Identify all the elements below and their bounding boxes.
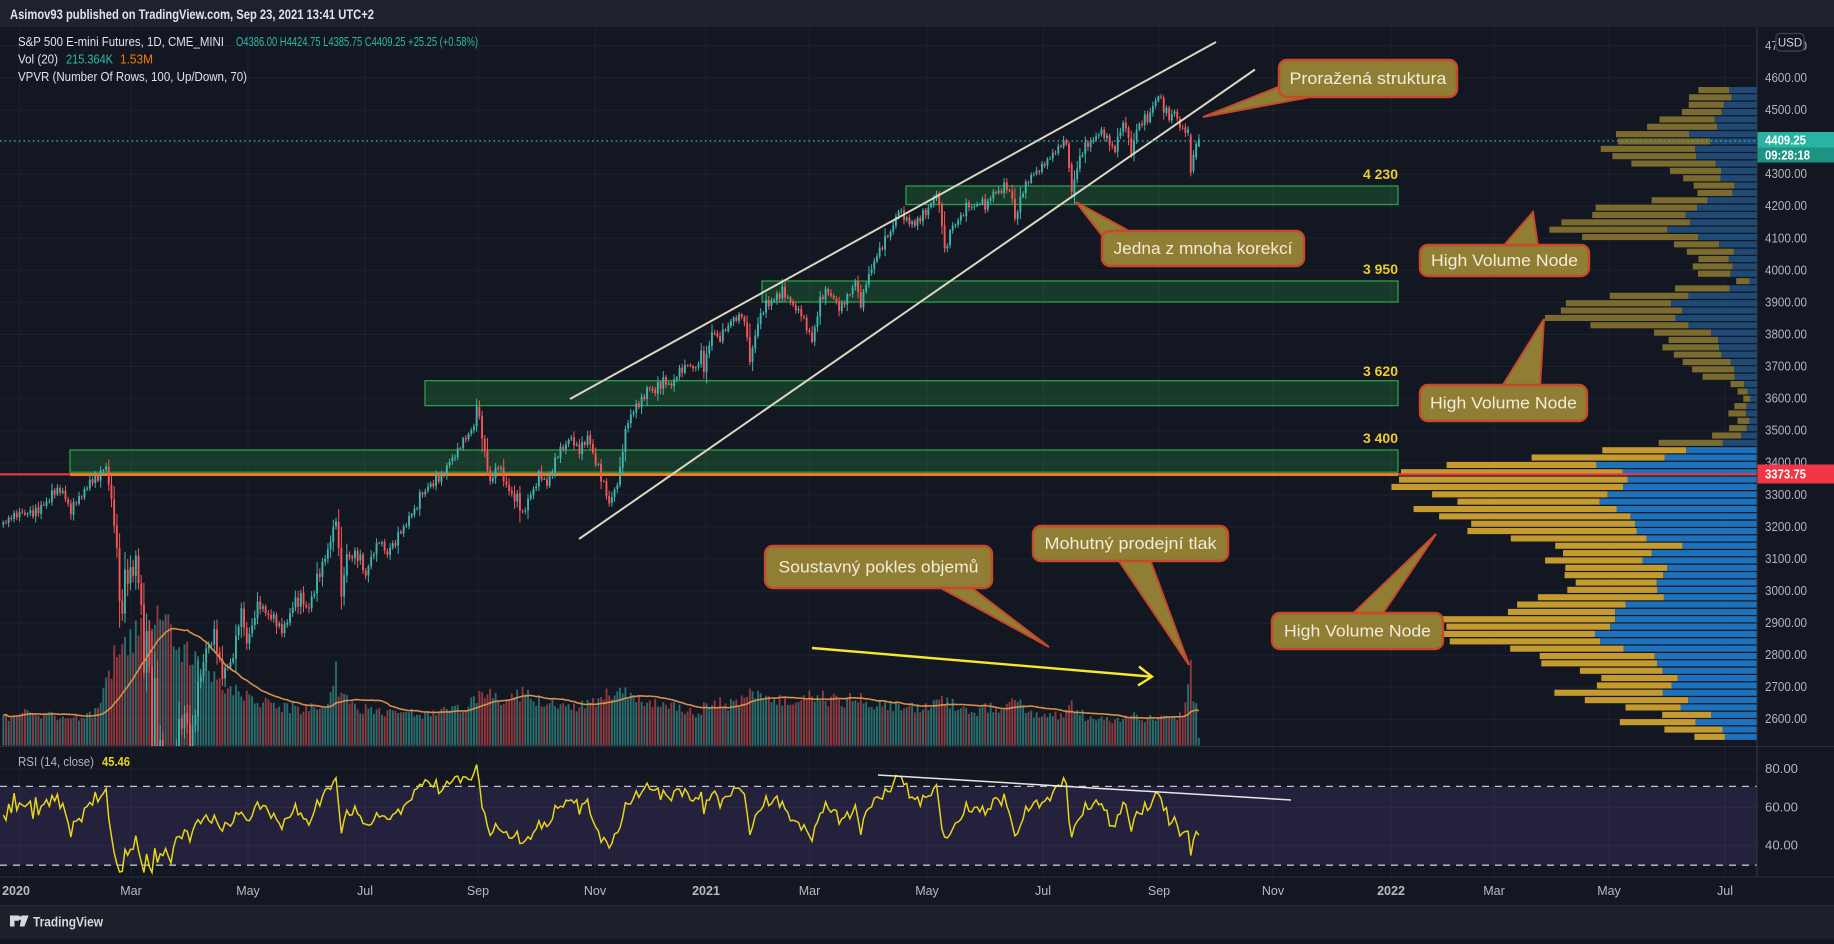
svg-text:VPVR (Number Of Rows, 100, Up/: VPVR (Number Of Rows, 100, Up/Down, 70) xyxy=(18,69,247,84)
svg-text:High Volume Node: High Volume Node xyxy=(1431,252,1578,270)
svg-text:Mar: Mar xyxy=(1483,884,1505,898)
svg-text:3500.00: 3500.00 xyxy=(1765,424,1807,438)
svg-text:Soustavný pokles objemů: Soustavný pokles objemů xyxy=(779,559,979,577)
svg-text:45.46: 45.46 xyxy=(102,754,130,769)
svg-text:Mar: Mar xyxy=(799,884,821,898)
svg-text:3 620: 3 620 xyxy=(1363,363,1398,379)
svg-text:3200.00: 3200.00 xyxy=(1765,520,1807,534)
svg-text:4500.00: 4500.00 xyxy=(1765,103,1807,117)
svg-text:3000.00: 3000.00 xyxy=(1765,584,1807,598)
svg-text:3 950: 3 950 xyxy=(1363,261,1398,277)
svg-text:4100.00: 4100.00 xyxy=(1765,231,1807,245)
svg-text:USD: USD xyxy=(1778,38,1802,50)
svg-text:2022: 2022 xyxy=(1377,884,1405,898)
svg-text:3 400: 3 400 xyxy=(1363,430,1398,446)
svg-text:3100.00: 3100.00 xyxy=(1765,552,1807,566)
svg-text:80.00: 80.00 xyxy=(1765,762,1798,776)
svg-text:3373.75: 3373.75 xyxy=(1765,467,1806,482)
svg-text:Vol (20): Vol (20) xyxy=(18,52,58,67)
svg-text:Jul: Jul xyxy=(1035,884,1051,898)
svg-text:May: May xyxy=(236,884,260,898)
svg-text:Sep: Sep xyxy=(467,884,489,898)
svg-text:2700.00: 2700.00 xyxy=(1765,680,1807,694)
svg-text:2800.00: 2800.00 xyxy=(1765,648,1807,662)
svg-text:2020: 2020 xyxy=(2,884,30,898)
svg-text:4409.25: 4409.25 xyxy=(1765,133,1806,148)
svg-text:Nov: Nov xyxy=(584,884,607,898)
svg-text:1.53M: 1.53M xyxy=(120,52,153,67)
svg-text:09:28:18: 09:28:18 xyxy=(1765,149,1810,163)
svg-text:2600.00: 2600.00 xyxy=(1765,712,1807,726)
svg-text:Jedna z mnoha korekcí: Jedna z mnoha korekcí xyxy=(1114,240,1293,258)
svg-text:May: May xyxy=(1597,884,1621,898)
svg-text:4300.00: 4300.00 xyxy=(1765,167,1807,181)
svg-text:Sep: Sep xyxy=(1148,884,1170,898)
svg-text:3900.00: 3900.00 xyxy=(1765,295,1807,309)
svg-text:4600.00: 4600.00 xyxy=(1765,71,1807,85)
svg-text:TradingView: TradingView xyxy=(33,914,103,930)
svg-text:4 230: 4 230 xyxy=(1363,166,1398,182)
svg-text:High Volume Node: High Volume Node xyxy=(1430,395,1577,413)
svg-text:3600.00: 3600.00 xyxy=(1765,392,1807,406)
svg-text:2021: 2021 xyxy=(692,884,720,898)
svg-text:4000.00: 4000.00 xyxy=(1765,263,1807,277)
svg-text:Mohutný prodejní tlak: Mohutný prodejní tlak xyxy=(1045,535,1218,553)
svg-text:4200.00: 4200.00 xyxy=(1765,199,1807,213)
svg-text:Mar: Mar xyxy=(120,884,142,898)
svg-text:RSI (14, close): RSI (14, close) xyxy=(18,754,94,769)
svg-text:High Volume Node: High Volume Node xyxy=(1284,623,1431,641)
svg-text:40.00: 40.00 xyxy=(1765,839,1798,853)
svg-text:O4386.00 H4424.75 L4385.75: O4386.00 H4424.75 L4385.75 C4409.25 +25.… xyxy=(236,34,478,49)
svg-text:215.364K: 215.364K xyxy=(66,52,113,67)
svg-text:Proražená struktura: Proražená struktura xyxy=(1290,70,1448,88)
svg-text:Nov: Nov xyxy=(1262,884,1285,898)
svg-text:Asimov93 published on TradingV: Asimov93 published on TradingView.com, S… xyxy=(10,7,374,22)
svg-text:3300.00: 3300.00 xyxy=(1765,488,1807,502)
svg-text:3700.00: 3700.00 xyxy=(1765,360,1807,374)
svg-text:Jul: Jul xyxy=(357,884,373,898)
svg-text:2900.00: 2900.00 xyxy=(1765,616,1807,630)
svg-text:S&P 500 E-mini Futures, 1D, CM: S&P 500 E-mini Futures, 1D, CME_MINI xyxy=(18,34,224,49)
svg-text:60.00: 60.00 xyxy=(1765,800,1798,814)
svg-text:May: May xyxy=(915,884,939,898)
svg-text:Jul: Jul xyxy=(1717,884,1733,898)
svg-text:3800.00: 3800.00 xyxy=(1765,328,1807,342)
